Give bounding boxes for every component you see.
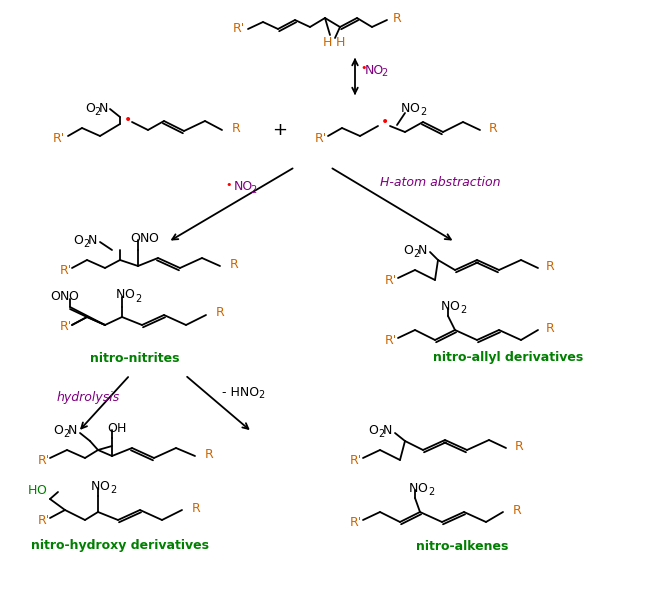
Text: N: N (90, 479, 99, 493)
Text: O: O (68, 290, 78, 304)
Text: 2: 2 (135, 294, 141, 304)
Text: O: O (417, 482, 427, 494)
Text: N: N (408, 482, 418, 494)
Text: 2: 2 (460, 305, 466, 315)
Text: O: O (449, 299, 459, 313)
Text: N: N (88, 233, 97, 247)
Text: R: R (230, 258, 239, 270)
Text: 2: 2 (250, 185, 256, 195)
Text: NO: NO (365, 64, 385, 76)
Text: R: R (515, 439, 524, 453)
Text: 2: 2 (413, 249, 419, 259)
Text: NO: NO (234, 181, 253, 193)
Text: O: O (99, 479, 109, 493)
Text: +: + (273, 121, 288, 139)
Text: R': R' (385, 273, 397, 287)
Text: R: R (546, 322, 555, 335)
Text: O: O (148, 231, 158, 244)
Text: 2: 2 (94, 107, 100, 117)
Text: •: • (124, 113, 132, 127)
Text: R: R (216, 307, 225, 319)
Text: nitro-nitrites: nitro-nitrites (90, 351, 180, 364)
Text: R': R' (38, 453, 50, 467)
Text: •: • (381, 115, 389, 129)
Text: N: N (67, 424, 77, 436)
Text: N: N (417, 244, 426, 256)
Text: 2: 2 (258, 390, 264, 400)
Text: N: N (115, 288, 125, 302)
Text: nitro-allyl derivatives: nitro-allyl derivatives (433, 351, 583, 364)
Text: N: N (98, 101, 108, 115)
Text: 2: 2 (378, 429, 384, 439)
Text: R: R (192, 502, 201, 514)
Text: R: R (546, 259, 555, 273)
Text: O: O (50, 290, 60, 304)
Text: H: H (27, 484, 37, 496)
Text: •: • (360, 63, 366, 73)
Text: R': R' (315, 132, 327, 144)
Text: N: N (139, 231, 148, 244)
Text: N: N (60, 290, 69, 304)
Text: - HNO: - HNO (222, 385, 259, 399)
Text: O: O (368, 424, 378, 436)
Text: H: H (116, 422, 126, 435)
Text: hydrolysis: hydrolysis (56, 391, 120, 404)
Text: R': R' (60, 264, 72, 276)
Text: R: R (205, 447, 214, 461)
Text: O: O (409, 101, 419, 115)
Text: N: N (400, 101, 409, 115)
Text: 2: 2 (428, 487, 434, 497)
Text: R: R (393, 12, 402, 24)
Text: 2: 2 (110, 485, 116, 495)
Text: H: H (322, 36, 332, 48)
Text: N: N (440, 299, 450, 313)
Text: 2: 2 (381, 68, 387, 78)
Text: O: O (107, 422, 117, 435)
Text: R: R (232, 121, 241, 135)
Text: R': R' (350, 453, 362, 467)
Text: nitro-alkenes: nitro-alkenes (416, 539, 508, 553)
Text: 2: 2 (420, 107, 426, 117)
Text: O: O (124, 288, 134, 302)
Text: O: O (36, 484, 46, 496)
Text: O: O (73, 233, 83, 247)
Text: R': R' (53, 132, 65, 144)
Text: R': R' (350, 516, 362, 528)
Text: R': R' (233, 21, 245, 35)
Text: R: R (489, 121, 498, 135)
Text: 2: 2 (83, 239, 89, 249)
Text: nitro-hydroxy derivatives: nitro-hydroxy derivatives (31, 539, 209, 553)
Text: R': R' (60, 321, 72, 333)
Text: 2: 2 (63, 429, 69, 439)
Text: O: O (130, 231, 140, 244)
Text: H: H (336, 36, 345, 48)
Text: O: O (85, 101, 95, 115)
Text: R: R (513, 504, 522, 516)
Text: R': R' (38, 513, 50, 527)
Text: R': R' (385, 333, 397, 347)
Text: N: N (383, 424, 392, 436)
Text: •: • (226, 180, 232, 190)
Text: O: O (53, 424, 63, 436)
Text: O: O (403, 244, 413, 256)
Text: H-atom abstraction: H-atom abstraction (380, 176, 500, 190)
